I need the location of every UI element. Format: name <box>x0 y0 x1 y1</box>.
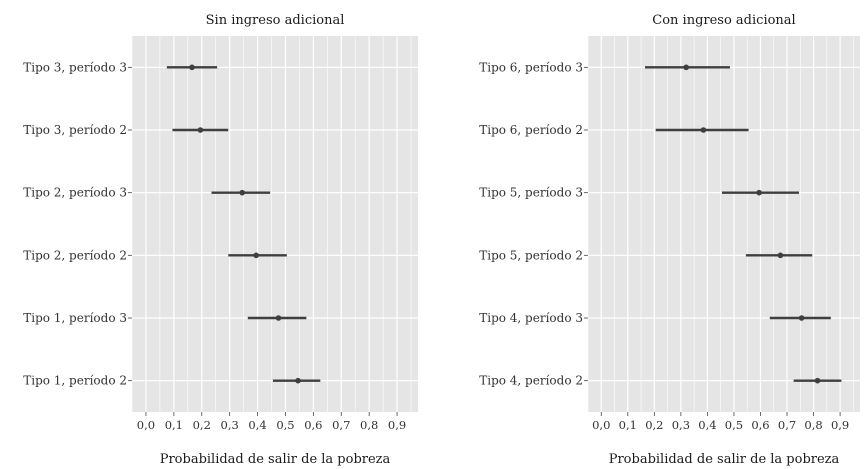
category-label: Tipo 1, período 2 <box>23 374 127 388</box>
point-estimate <box>276 315 282 321</box>
panel-1: 0,0 0,1 0,2 0,3 0,4 0,5 0,6 0,7 0,8 0,9 Tipo 3, pe… <box>23 13 418 467</box>
point-estimate <box>799 315 805 321</box>
point-estimate <box>756 190 762 196</box>
x-tick-label: 0,9 <box>388 418 406 432</box>
point-estimate <box>239 190 245 196</box>
panel-title: Con ingreso adicional <box>652 13 795 28</box>
category-label: Tipo 5, período 3 <box>479 186 583 200</box>
category-label: Tipo 4, período 2 <box>479 374 583 388</box>
point-estimate <box>815 378 821 384</box>
x-tick-label: 0,5 <box>276 418 294 432</box>
point-estimate <box>253 253 259 259</box>
x-tick-label: 0,7 <box>778 418 796 432</box>
category-label: Tipo 2, período 2 <box>23 248 127 262</box>
category-label: Tipo 5, período 2 <box>479 248 583 262</box>
x-tick-label: 0,1 <box>165 418 183 432</box>
x-axis-title: Probabilidad de salir de la pobreza <box>609 452 840 467</box>
x-tick-label: 0,4 <box>698 418 716 432</box>
x-tick-label: 0,6 <box>304 418 322 432</box>
category-label: Tipo 3, período 3 <box>23 60 127 74</box>
panel-background <box>132 36 418 412</box>
x-tick-label: 0,9 <box>831 418 849 432</box>
point-estimate <box>778 253 784 259</box>
x-tick-label: 0,2 <box>193 418 211 432</box>
x-tick-label: 0,8 <box>804 418 822 432</box>
x-axis-title: Probabilidad de salir de la pobreza <box>160 452 391 467</box>
x-tick-label: 0,0 <box>137 418 155 432</box>
x-tick-label: 0,2 <box>645 418 663 432</box>
category-label: Tipo 6, período 3 <box>479 60 583 74</box>
x-tick-label: 0,3 <box>672 418 690 432</box>
x-tick-label: 0,3 <box>221 418 239 432</box>
x-tick-label: 0,1 <box>619 418 637 432</box>
panel-2: 0,0 0,1 0,2 0,3 0,4 0,5 0,6 0,7 0,8 0,9 Tipo 6, pe… <box>479 13 860 467</box>
category-label: Tipo 3, período 2 <box>23 123 127 137</box>
x-tick-label: 0,6 <box>751 418 769 432</box>
x-tick-label: 0,7 <box>332 418 350 432</box>
x-tick-label: 0,4 <box>248 418 266 432</box>
point-estimate <box>198 127 204 133</box>
panel-background <box>588 36 860 412</box>
category-label: Tipo 2, período 3 <box>23 186 127 200</box>
category-label: Tipo 1, período 3 <box>23 311 127 325</box>
panel-title: Sin ingreso adicional <box>206 13 345 28</box>
x-tick-label: 0,0 <box>592 418 610 432</box>
point-estimate <box>189 65 195 71</box>
x-tick-label: 0,5 <box>725 418 743 432</box>
category-label: Tipo 6, período 2 <box>479 123 583 137</box>
x-tick-label: 0,8 <box>360 418 378 432</box>
category-label: Tipo 4, período 3 <box>479 311 583 325</box>
point-estimate <box>683 65 689 71</box>
point-estimate <box>295 378 301 384</box>
point-estimate <box>701 127 707 133</box>
